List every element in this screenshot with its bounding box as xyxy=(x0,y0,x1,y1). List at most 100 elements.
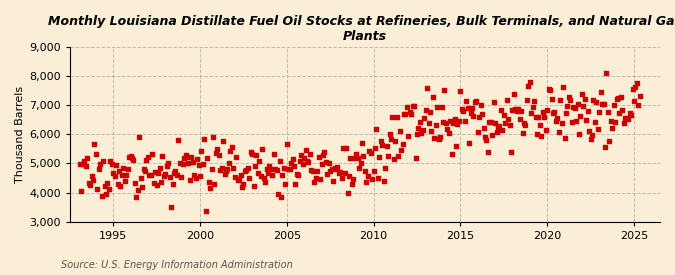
Point xyxy=(303,160,314,164)
Point xyxy=(251,153,262,157)
Point xyxy=(279,166,290,170)
Point xyxy=(323,161,334,165)
Point xyxy=(273,192,284,196)
Point xyxy=(306,167,317,172)
Point xyxy=(623,116,634,121)
Point xyxy=(545,88,556,92)
Point xyxy=(325,169,335,173)
Point xyxy=(439,87,450,92)
Point xyxy=(403,134,414,138)
Point xyxy=(510,106,520,111)
Point xyxy=(329,166,340,170)
Point xyxy=(119,178,130,183)
Point xyxy=(630,84,641,89)
Point xyxy=(407,104,418,108)
Point xyxy=(604,139,615,143)
Point xyxy=(79,159,90,163)
Point xyxy=(238,182,249,186)
Point xyxy=(474,115,485,119)
Point xyxy=(576,92,587,97)
Point xyxy=(631,81,642,86)
Point xyxy=(132,188,143,192)
Point xyxy=(236,185,247,189)
Point xyxy=(508,91,519,96)
Point xyxy=(532,132,543,136)
Point xyxy=(358,154,369,158)
Point xyxy=(537,110,548,114)
Point xyxy=(130,181,140,185)
Point xyxy=(234,177,244,181)
Point xyxy=(269,152,279,156)
Point xyxy=(547,110,558,115)
Point xyxy=(131,195,142,199)
Point xyxy=(422,86,433,90)
Point xyxy=(78,161,88,166)
Point xyxy=(244,175,254,180)
Point xyxy=(613,96,624,101)
Point xyxy=(585,136,596,141)
Point xyxy=(435,135,446,139)
Point xyxy=(109,174,120,178)
Point xyxy=(608,103,619,107)
Point xyxy=(543,87,554,91)
Point xyxy=(468,114,479,118)
Point xyxy=(393,154,404,158)
Point xyxy=(213,152,224,157)
Point xyxy=(164,174,175,179)
Point xyxy=(101,192,111,197)
Point xyxy=(356,141,367,145)
Point xyxy=(211,151,221,155)
Point xyxy=(383,154,394,158)
Point xyxy=(95,162,105,166)
Point xyxy=(449,117,460,121)
Point xyxy=(228,166,239,170)
Point xyxy=(189,173,200,177)
Point xyxy=(140,168,151,173)
Point xyxy=(454,119,464,123)
Point xyxy=(174,160,185,165)
Point xyxy=(242,166,253,170)
Point xyxy=(307,168,318,173)
Point xyxy=(342,191,353,196)
Point xyxy=(159,174,169,178)
Point xyxy=(479,135,490,139)
Point xyxy=(254,159,265,164)
Point xyxy=(518,120,529,125)
Point xyxy=(192,157,202,161)
Point xyxy=(304,152,315,156)
Point xyxy=(344,174,354,178)
Point xyxy=(410,156,421,160)
Point xyxy=(280,182,291,186)
Point xyxy=(176,174,186,179)
Point xyxy=(390,139,401,143)
Point xyxy=(216,166,227,170)
Point xyxy=(137,185,148,189)
Point xyxy=(530,115,541,119)
Point xyxy=(112,182,123,186)
Point xyxy=(628,98,639,103)
Point xyxy=(569,105,580,110)
Point xyxy=(621,116,632,120)
Point xyxy=(215,168,225,172)
Text: Source: U.S. Energy Information Administration: Source: U.S. Energy Information Administ… xyxy=(61,260,292,270)
Point xyxy=(151,182,162,187)
Point xyxy=(153,171,163,175)
Point xyxy=(182,154,192,159)
Point xyxy=(583,109,593,114)
Point xyxy=(526,111,537,115)
Point xyxy=(275,195,286,199)
Point xyxy=(284,166,295,171)
Point xyxy=(378,179,389,183)
Point xyxy=(588,98,599,102)
Point xyxy=(595,90,606,94)
Point xyxy=(634,94,645,98)
Point xyxy=(464,141,475,145)
Point xyxy=(491,130,502,134)
Point xyxy=(259,175,269,180)
Point xyxy=(437,120,448,124)
Point xyxy=(316,162,327,167)
Point xyxy=(504,123,515,128)
Point xyxy=(319,150,330,155)
Point xyxy=(584,129,595,133)
Point xyxy=(451,144,462,148)
